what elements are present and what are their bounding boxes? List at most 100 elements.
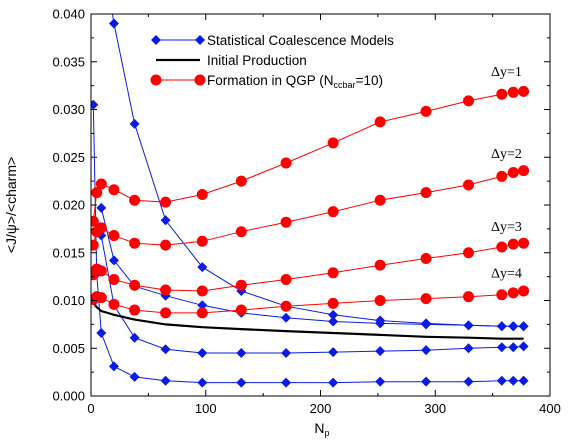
series-line <box>92 104 524 384</box>
tick-layer: 0 100 200 300 400 0.000 0.005 0.010 0.015 0.020 0.… <box>52 7 560 417</box>
data-point-circle <box>374 259 386 271</box>
data-point-diamond <box>328 347 339 358</box>
data-point-circle <box>160 307 172 319</box>
data-point-diamond <box>508 342 519 353</box>
data-point-circle <box>129 304 141 316</box>
data-point-diamond <box>421 345 432 356</box>
legend-marker <box>150 74 162 86</box>
y-tick-label: 0.010 <box>52 293 85 308</box>
data-point-circle <box>327 206 339 218</box>
data-point-diamond <box>197 262 208 273</box>
data-point-circle <box>160 284 172 296</box>
data-point-circle <box>280 216 292 228</box>
data-point-circle <box>196 235 208 247</box>
data-point-diamond <box>281 348 292 359</box>
data-point-circle <box>196 285 208 297</box>
data-point-diamond <box>108 361 119 372</box>
series-qgp-5 <box>91 85 530 227</box>
data-point-circle <box>463 95 475 107</box>
series-line <box>92 301 524 340</box>
y-tick-label: 0.015 <box>52 245 85 260</box>
legend-marker <box>194 74 206 86</box>
y-tick-label: 0.020 <box>52 198 85 213</box>
data-point-diamond <box>160 344 171 355</box>
data-point-diamond <box>197 348 208 359</box>
series-line <box>92 290 524 314</box>
data-point-diamond <box>160 215 171 226</box>
series-initial-4 <box>92 301 524 340</box>
data-point-diamond <box>463 376 474 387</box>
data-point-circle <box>507 238 519 250</box>
y-tick-label: 0.040 <box>52 7 85 22</box>
data-point-circle <box>108 184 120 196</box>
data-point-circle <box>196 307 208 319</box>
data-point-circle <box>129 279 141 291</box>
y-axis-label: <J/ψ>/<charm> <box>3 157 19 253</box>
data-point-diamond <box>518 375 529 386</box>
data-point-circle <box>327 137 339 149</box>
series-statistical-3 <box>108 14 529 332</box>
data-point-circle <box>327 267 339 279</box>
y-tick-label: 0.000 <box>52 389 85 404</box>
x-tick-label: 0 <box>87 401 94 416</box>
data-point-diamond <box>508 321 519 332</box>
data-point-circle <box>507 86 519 98</box>
data-point-circle <box>129 194 141 206</box>
data-point-circle <box>91 239 99 251</box>
data-point-circle <box>420 293 432 305</box>
data-point-diamond <box>496 321 507 332</box>
series-line <box>92 242 524 292</box>
data-point-circle <box>420 105 432 117</box>
data-point-diamond <box>96 327 107 338</box>
series-statistical-0 <box>91 99 529 388</box>
data-point-circle <box>463 247 475 259</box>
series-line <box>92 90 524 222</box>
data-point-diamond <box>518 341 529 352</box>
data-point-circle <box>374 295 386 306</box>
data-point-diamond <box>160 375 171 386</box>
data-point-circle <box>280 157 292 169</box>
data-point-circle <box>91 215 99 227</box>
legend-item-0: Statistical Coalescence Models <box>151 33 394 48</box>
data-point-diamond <box>91 99 99 110</box>
data-point-diamond <box>281 312 292 323</box>
y-tick-label: 0.025 <box>52 150 85 165</box>
data-point-diamond <box>129 371 140 382</box>
delta-y-label: Δy=3 <box>491 220 522 235</box>
data-point-diamond <box>281 377 292 388</box>
data-point-circle <box>518 237 530 249</box>
data-point-diamond <box>96 202 107 213</box>
data-point-circle <box>108 298 120 310</box>
data-point-diamond <box>518 321 529 332</box>
data-point-circle <box>518 85 530 97</box>
series-line <box>111 14 524 327</box>
data-point-circle <box>280 273 292 285</box>
data-point-circle <box>95 265 107 277</box>
legend-label: Formation in QGP (Nccbar=10) <box>207 73 383 90</box>
data-point-diamond <box>496 375 507 386</box>
y-tick-label: 0.035 <box>52 54 85 69</box>
series-line <box>100 235 524 354</box>
series-qgp-6 <box>91 165 530 251</box>
data-point-circle <box>327 297 339 309</box>
data-point-circle <box>235 304 247 316</box>
series-line <box>92 170 524 246</box>
legend: Statistical Coalescence Models Initial Pr… <box>150 33 394 90</box>
data-point-circle <box>196 188 208 200</box>
data-point-circle <box>496 241 508 253</box>
data-point-circle <box>280 300 292 312</box>
data-point-diamond <box>328 316 339 327</box>
data-point-diamond <box>328 377 339 388</box>
legend-label: Statistical Coalescence Models <box>207 33 394 48</box>
delta-y-label: Δy=1 <box>491 65 522 80</box>
data-point-diamond <box>421 318 432 329</box>
y-tick-label: 0.005 <box>52 341 85 356</box>
data-point-circle <box>95 178 107 190</box>
data-point-diamond <box>236 377 247 388</box>
data-point-diamond <box>375 315 386 326</box>
data-point-diamond <box>197 300 208 311</box>
data-point-diamond <box>463 320 474 331</box>
x-tick-label: 200 <box>310 401 332 416</box>
data-point-circle <box>160 239 172 251</box>
